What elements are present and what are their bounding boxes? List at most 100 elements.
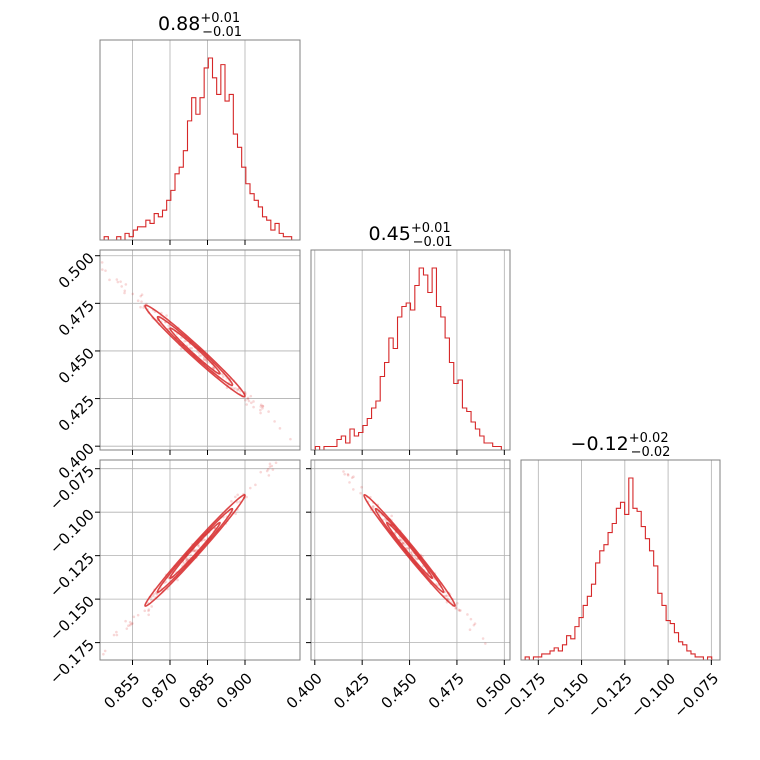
sample-point [271,468,275,471]
sample-point [267,474,271,477]
sample-point [456,601,459,605]
sample-point [193,549,196,553]
sample-point [235,500,239,504]
sample-point [343,472,346,476]
sample-point [115,630,118,634]
y-tick-label-2-2: −0.125 [46,549,98,601]
sample-point [286,441,289,444]
panel-frame-2-1 [310,459,511,661]
histogram-step-1 [311,267,510,451]
sample-point [404,543,407,547]
sample-point [415,557,419,561]
sample-point [190,346,194,350]
sample-point [409,551,413,555]
param-title-0: 0.88+0.01 −0.01 [158,11,242,40]
sample-point [183,339,186,343]
sample-point [468,628,472,632]
sample-point [185,558,189,562]
sample-point [102,652,105,656]
sample-point [132,615,136,619]
sample-point [234,387,237,390]
sample-point [454,606,458,610]
sample-point [139,294,143,298]
contour-2-0-0 [144,493,246,607]
sample-point [125,627,129,630]
sample-point [265,469,269,473]
sample-point [130,622,133,626]
histogram-step-2 [521,477,720,661]
scatter-panel-1-0 [95,249,301,455]
sample-point [273,420,276,423]
x-tick-label-1-1: 0.425 [330,669,373,712]
sample-point [402,541,405,545]
sample-point [406,546,410,550]
sample-point [184,558,188,561]
sample-point [261,404,265,408]
sample-point [128,620,132,624]
sample-point [457,608,461,612]
sample-point [342,470,345,473]
panel-frame-2-2 [520,459,721,661]
sample-point [413,555,417,558]
sample-point [278,427,282,430]
x-tick-label-0-0: 0.855 [100,669,143,712]
sample-point [142,306,145,309]
sample-point [151,594,155,598]
scatter-panel-2-0 [63,441,301,695]
histogram-panel-2: −0.12+0.02 −0.02 [520,431,721,665]
sample-point [267,410,270,413]
sample-point [189,553,192,556]
sample-point [466,613,469,616]
sample-point [247,399,251,403]
sample-point [232,387,236,390]
sample-point [458,609,461,612]
contour-1-0-0 [144,304,246,398]
sample-point [124,283,128,286]
sample-point [245,403,248,406]
sample-point [401,541,405,545]
sample-point [101,268,104,271]
param-title-2: −0.12+0.02 −0.02 [571,431,671,460]
sample-point [252,400,255,403]
sample-point [259,403,263,407]
x-tick-label-1-0: 0.400 [283,669,326,712]
sample-point [346,472,350,476]
x-tick-label-0-1: 0.870 [138,669,181,712]
sample-point [400,539,403,543]
contour-2-0-2 [169,521,221,580]
sample-point [112,633,116,637]
sample-point [268,465,272,468]
sample-point [473,622,477,625]
contour-1-0-2 [169,327,221,375]
sample-point [139,305,142,309]
y-tick-label-1-1: 0.425 [55,392,98,435]
sample-point [371,504,375,508]
sample-point [399,538,402,541]
sample-point [384,519,388,523]
x-tick-label-2-2: −0.125 [584,669,636,721]
sample-point [407,547,410,551]
sample-point [259,405,263,408]
sample-point [206,361,209,364]
sample-point [195,548,198,552]
x-tick-label-1-3: 0.475 [425,669,468,712]
sample-point [444,594,448,598]
sample-point [143,609,147,613]
sample-point [246,396,250,400]
sample-point [220,372,224,376]
sample-point [140,300,143,303]
sample-point [104,269,107,272]
sample-point [127,624,130,628]
x-tick-label-1-2: 0.450 [377,669,420,712]
sample-point [152,592,156,596]
sample-point [352,488,355,491]
sample-point [108,278,111,282]
panel-frame-1-0 [99,249,301,451]
sample-point [96,660,99,663]
sample-point [346,473,350,477]
sample-point [266,467,270,471]
sample-point [115,633,119,637]
sample-point [469,617,473,621]
sample-point [131,622,134,625]
sample-point [63,692,66,695]
